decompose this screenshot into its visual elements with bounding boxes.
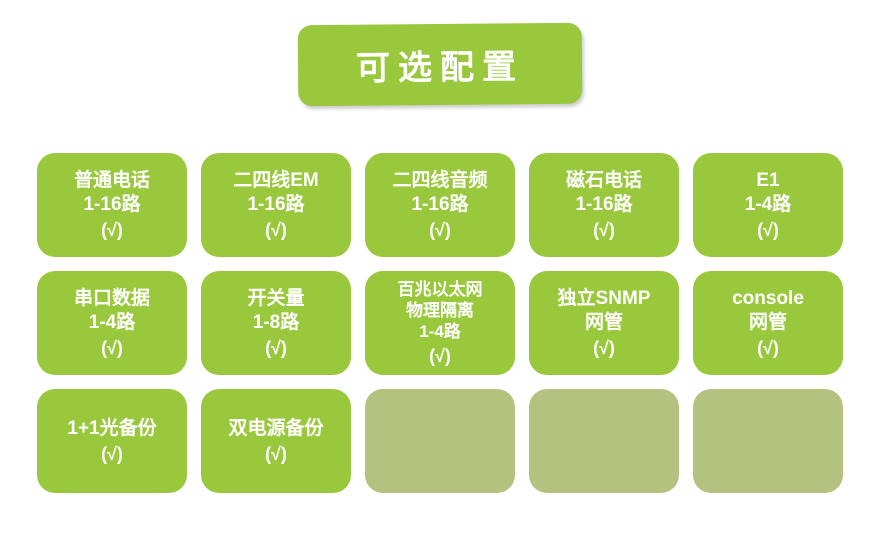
tile-line: 普通电话 xyxy=(74,169,150,193)
check-icon: (√) xyxy=(593,337,615,360)
tile-option: 1+1光备份 (√) xyxy=(37,389,187,493)
options-grid: 普通电话 1-16路 (√) 二四线EM 1-16路 (√) 二四线音频 1-1… xyxy=(37,153,843,493)
tile-line: 二四线EM xyxy=(233,169,319,193)
tile-line: 1-4路 xyxy=(745,193,791,217)
check-icon: (√) xyxy=(429,219,451,242)
tile-option: 双电源备份 (√) xyxy=(201,389,351,493)
tile-line: console xyxy=(732,287,804,311)
tile-line: 1-4路 xyxy=(419,321,461,342)
tile-option: 二四线EM 1-16路 (√) xyxy=(201,153,351,257)
check-icon: (√) xyxy=(101,219,123,242)
tile-option: 开关量 1-8路 (√) xyxy=(201,271,351,375)
tile-option: console 网管 (√) xyxy=(693,271,843,375)
tile-option: 串口数据 1-4路 (√) xyxy=(37,271,187,375)
tile-option: 磁石电话 1-16路 (√) xyxy=(529,153,679,257)
tile-option: 普通电话 1-16路 (√) xyxy=(37,153,187,257)
tile-line: 磁石电话 xyxy=(566,169,642,193)
tile-option: E1 1-4路 (√) xyxy=(693,153,843,257)
tile-empty xyxy=(529,389,679,493)
tile-line: 1-16路 xyxy=(83,193,140,217)
tile-line: 独立SNMP xyxy=(558,287,651,311)
tile-empty xyxy=(693,389,843,493)
tile-option: 百兆以太网 物理隔离 1-4路 (√) xyxy=(365,271,515,375)
tile-option: 二四线音频 1-16路 (√) xyxy=(365,153,515,257)
tile-line: 网管 xyxy=(585,311,623,335)
check-icon: (√) xyxy=(265,443,287,466)
check-icon: (√) xyxy=(593,219,615,242)
tile-option: 独立SNMP 网管 (√) xyxy=(529,271,679,375)
tile-line: 1-16路 xyxy=(575,193,632,217)
check-icon: (√) xyxy=(429,345,451,368)
tile-line: 1-16路 xyxy=(247,193,304,217)
check-icon: (√) xyxy=(265,337,287,360)
check-icon: (√) xyxy=(101,337,123,360)
page: 可选配置 普通电话 1-16路 (√) 二四线EM 1-16路 (√) 二四线音… xyxy=(0,0,880,560)
check-icon: (√) xyxy=(101,443,123,466)
tile-line: 开关量 xyxy=(247,287,304,311)
check-icon: (√) xyxy=(757,337,779,360)
page-title: 可选配置 xyxy=(298,23,583,106)
tile-empty xyxy=(365,389,515,493)
tile-line: 百兆以太网 xyxy=(398,279,483,300)
tile-line: 串口数据 xyxy=(74,287,150,311)
tile-line: 双电源备份 xyxy=(228,417,323,441)
tile-line: E1 xyxy=(756,169,779,193)
tile-line: 1+1光备份 xyxy=(67,417,156,441)
tile-line: 1-8路 xyxy=(253,311,299,335)
tile-line: 二四线音频 xyxy=(392,169,487,193)
tile-line: 物理隔离 xyxy=(406,300,474,321)
tile-line: 1-4路 xyxy=(89,311,135,335)
check-icon: (√) xyxy=(265,219,287,242)
check-icon: (√) xyxy=(757,219,779,242)
tile-line: 网管 xyxy=(749,311,787,335)
tile-line: 1-16路 xyxy=(411,193,468,217)
